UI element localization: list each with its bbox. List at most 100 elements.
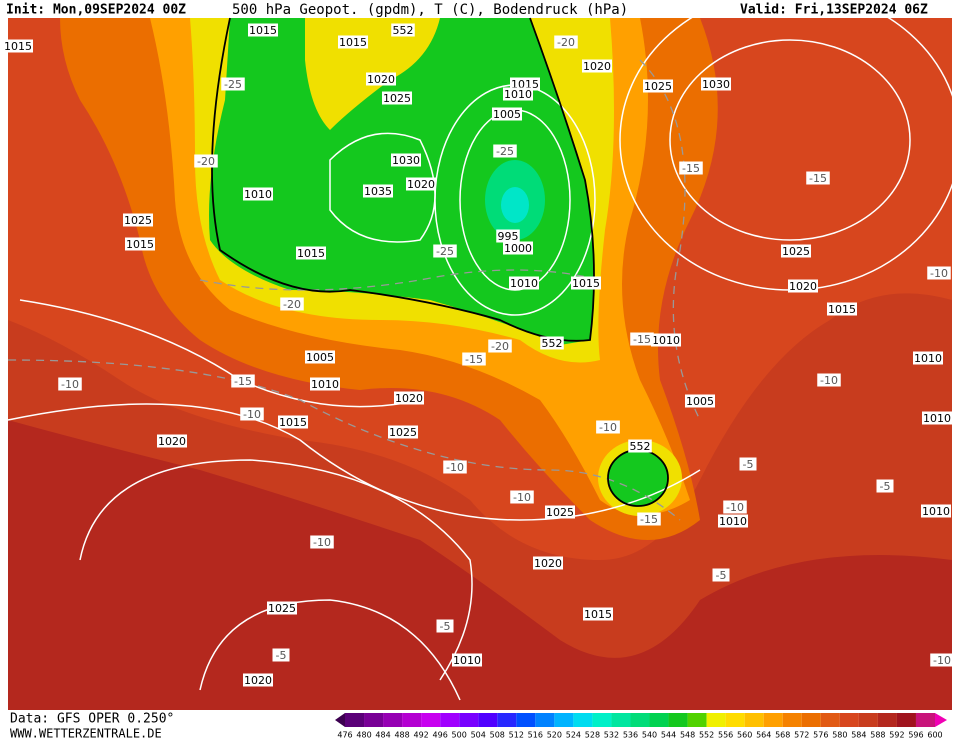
pressure-label-box — [248, 23, 278, 37]
temperature-label-box — [488, 339, 512, 353]
pressure-label-box — [496, 229, 520, 243]
pressure-label-box — [243, 187, 273, 201]
pressure-label-box — [788, 279, 818, 293]
pressure-label: 1025 — [383, 92, 411, 105]
pressure-label-box — [123, 213, 153, 227]
temperature-label-box — [272, 648, 290, 662]
temperature-label-box — [637, 512, 661, 526]
scale-label: 548 — [680, 731, 695, 740]
temperature-label: -10 — [243, 408, 261, 421]
temperature-label: -15 — [809, 172, 827, 185]
temperature-label: -20 — [283, 298, 301, 311]
field-core-inner — [501, 187, 529, 223]
pressure-label-box — [583, 607, 613, 621]
pressure-label-box — [718, 514, 748, 528]
temperature-label-box — [817, 373, 841, 387]
scale-label: 580 — [832, 731, 847, 740]
scale-box — [649, 713, 669, 727]
temperature-label: -10 — [930, 267, 948, 280]
pressure-label: 1025 — [782, 245, 810, 258]
pressure-label-box — [394, 391, 424, 405]
temperature-label: -10 — [61, 378, 79, 391]
pressure-label-box — [406, 177, 436, 191]
pressure-label-box — [492, 107, 522, 121]
pressure-label-box — [545, 505, 575, 519]
pressure-label: 1025 — [268, 602, 296, 615]
temperature-label-box — [596, 420, 620, 434]
temperature-label-box — [554, 35, 578, 49]
field-green — [209, 18, 594, 345]
pressure-label: 1010 — [244, 188, 272, 201]
temperature-label-box — [433, 244, 457, 258]
temperature-label: -10 — [820, 374, 838, 387]
pressure-label-box — [388, 425, 418, 439]
temperature-label-box — [679, 161, 703, 175]
pressure-label: 552 — [393, 24, 414, 37]
scale-box — [915, 713, 935, 727]
scale-label: 480 — [356, 731, 371, 740]
pressure-label-box — [533, 556, 563, 570]
site: WWW.WETTERZENTRALE.DE — [10, 727, 162, 741]
pressure-label-box — [921, 504, 951, 518]
pressure-label-box — [278, 415, 308, 429]
temperature-label: -20 — [557, 36, 575, 49]
scale-box — [478, 713, 498, 727]
pressure-label: 995 — [498, 230, 519, 243]
pressure-label-box — [571, 276, 601, 290]
scale-label: 576 — [813, 731, 828, 740]
pressure-label: 1010 — [311, 378, 339, 391]
scale-box — [497, 713, 517, 727]
scale-label: 540 — [642, 731, 657, 740]
pressure-label-box — [391, 153, 421, 167]
scale-label: 476 — [337, 731, 352, 740]
temperature-label: -10 — [726, 501, 744, 514]
temperature-label-box — [231, 374, 255, 388]
temperature-label-box — [806, 171, 830, 185]
scale-box — [554, 713, 574, 727]
init-time: Init: Mon,09SEP2024 00Z — [6, 3, 186, 18]
temperature-label-box — [712, 568, 730, 582]
temperature-label-box — [443, 460, 467, 474]
scale-label: 584 — [851, 731, 866, 740]
scale-box — [706, 713, 726, 727]
scale-box — [573, 713, 593, 727]
scale-label: 520 — [547, 731, 562, 740]
scale-label: 544 — [661, 731, 676, 740]
scale-box — [459, 713, 479, 727]
pressure-label: 1020 — [158, 435, 186, 448]
scale-box — [725, 713, 745, 727]
scale-label: 524 — [566, 731, 581, 740]
temperature-label: -15 — [682, 162, 700, 175]
temperature-label: -25 — [496, 145, 514, 158]
scale-label: 516 — [528, 731, 543, 740]
pressure-label: 1010 — [453, 654, 481, 667]
pressure-label-box — [366, 72, 396, 86]
scale-label: 488 — [394, 731, 409, 740]
pressure-label: 1030 — [702, 78, 730, 91]
scale-box — [687, 713, 707, 727]
pressure-label: 1000 — [504, 242, 532, 255]
temperature-label-box — [58, 377, 82, 391]
scale-box — [630, 713, 650, 727]
temperature-label: -5 — [716, 569, 727, 582]
temperature-label: -15 — [234, 375, 252, 388]
pressure-label-box — [503, 87, 533, 101]
pressure-label-box — [701, 77, 731, 91]
scale-label: 528 — [585, 731, 600, 740]
scale-label: 504 — [471, 731, 486, 740]
pressure-label: 1030 — [392, 154, 420, 167]
pressure-label-box — [125, 237, 155, 251]
scale-box — [383, 713, 403, 727]
pressure-label-box — [363, 184, 393, 198]
pressure-label: 1015 — [279, 416, 307, 429]
pressure-label: 1015 — [126, 238, 154, 251]
pressure-label: 1010 — [719, 515, 747, 528]
pressure-label: 1025 — [389, 426, 417, 439]
pressure-label: 1020 — [583, 60, 611, 73]
scale-label: 564 — [756, 731, 771, 740]
scale-label: 484 — [375, 731, 390, 740]
temperature-label-box — [630, 332, 654, 346]
pressure-label: 1005 — [493, 108, 521, 121]
temperature-label-box — [310, 535, 334, 549]
pressure-label: 1020 — [395, 392, 423, 405]
